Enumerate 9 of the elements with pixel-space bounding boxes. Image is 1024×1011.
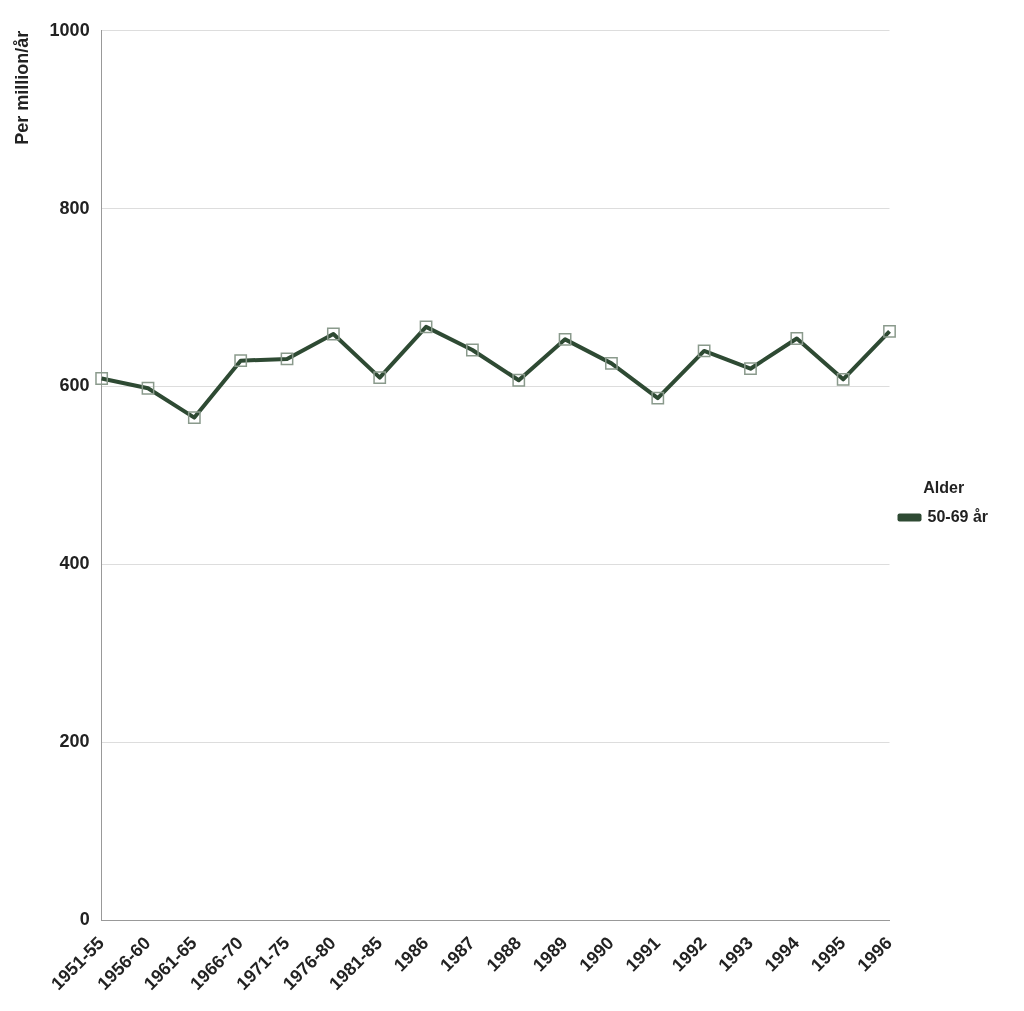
- legend-title: Alder: [923, 478, 965, 496]
- y-tick-label: 400: [59, 553, 90, 574]
- legend-label: 50-69 år: [927, 508, 989, 526]
- y-tick-label: 600: [59, 375, 90, 396]
- y-tick-label: 200: [59, 731, 90, 752]
- y-tick-label: 1000: [49, 19, 90, 40]
- y-tick-label: 0: [79, 908, 90, 929]
- y-tick-label: 800: [59, 197, 90, 218]
- y-axis-title: Per million/år: [11, 30, 32, 145]
